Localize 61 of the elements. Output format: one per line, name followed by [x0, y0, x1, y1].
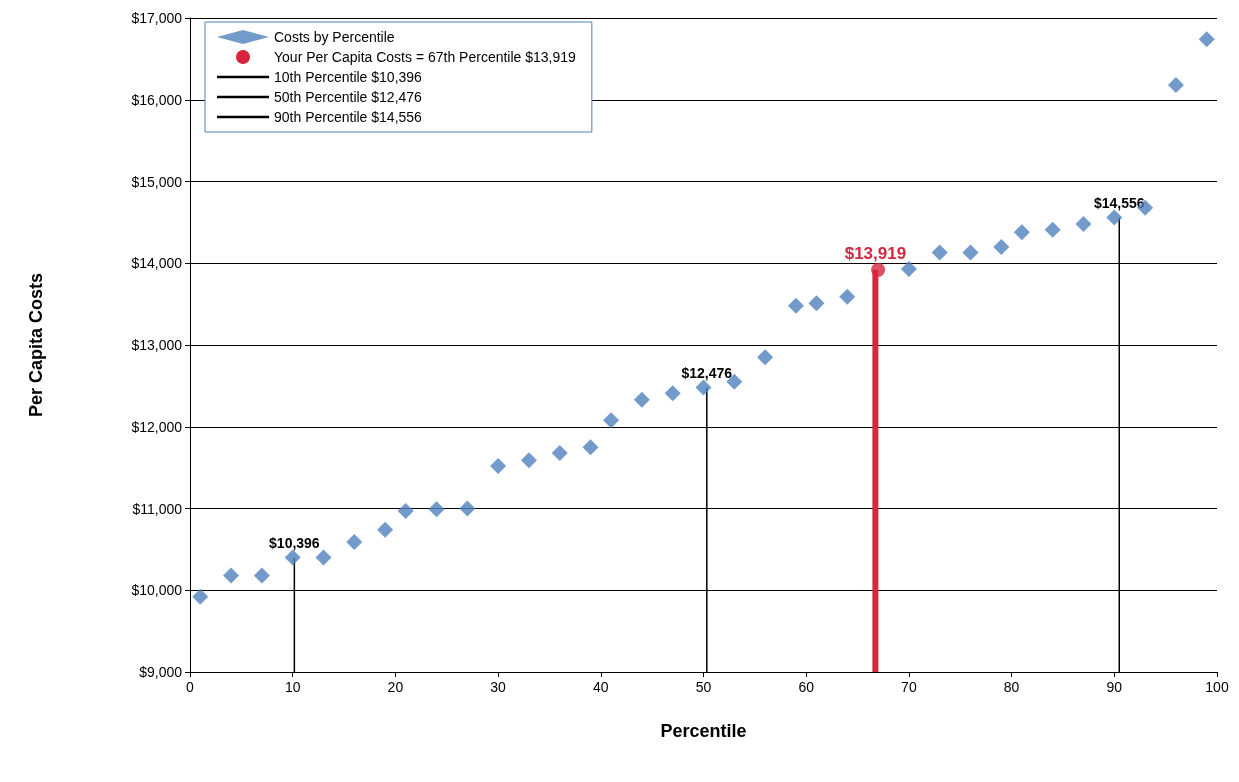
point	[1198, 31, 1215, 48]
point	[931, 244, 948, 261]
y-tick-label: $14,000	[131, 255, 183, 272]
x-tick-label: 20	[387, 679, 404, 695]
point	[520, 452, 537, 469]
y-tick-label: $17,000	[131, 10, 183, 26]
point	[1167, 77, 1184, 94]
y-tick-label: $10,000	[131, 582, 183, 599]
point	[633, 391, 650, 408]
data-label: $14,556	[1093, 194, 1145, 211]
x-tick-label: 90	[1106, 679, 1123, 695]
point	[223, 567, 240, 584]
point	[377, 521, 394, 538]
x-tick-label: 100	[1205, 679, 1229, 695]
legend-label: 50th Percentile $12,476	[274, 89, 423, 105]
y-tick-label: $13,000	[131, 337, 183, 353]
point	[582, 439, 599, 456]
point	[664, 385, 681, 402]
point	[993, 238, 1010, 255]
point	[900, 260, 917, 277]
x-tick-label: 0	[186, 679, 195, 695]
legend-label: 90th Percentile $14,556	[274, 109, 423, 125]
point	[839, 288, 856, 305]
point	[253, 567, 270, 584]
y-tick-label: $9,000	[139, 664, 183, 680]
point	[1044, 221, 1061, 238]
x-axis-title: Percentile	[660, 721, 747, 741]
y-axis-title: Per Capita Costs	[26, 272, 46, 418]
point	[871, 262, 886, 277]
point	[315, 549, 332, 566]
y-tick-label: $12,000	[131, 418, 183, 435]
x-tick-label: 30	[490, 679, 507, 695]
x-tick-label: 60	[798, 679, 815, 695]
data-label: $10,396	[269, 534, 320, 551]
x-tick-label: 80	[1003, 679, 1020, 695]
x-tick-label: 50	[695, 679, 712, 695]
data-label: $12,476	[681, 364, 733, 381]
legend-label: 10th Percentile $10,396	[274, 69, 423, 85]
point	[962, 244, 979, 261]
x-tick-label: 40	[593, 679, 609, 695]
y-tick-label: $15,000	[131, 173, 183, 190]
data-label: $13,919	[844, 243, 907, 263]
point	[1075, 216, 1092, 233]
legend-label: Your Per Capita Costs = 67th Percentile $13,919	[274, 49, 577, 65]
y-tick-label: $11,000	[132, 500, 183, 517]
point	[490, 457, 507, 474]
point	[1013, 224, 1030, 241]
point	[192, 588, 209, 605]
point	[346, 534, 363, 551]
point	[808, 295, 825, 312]
legend-label: Costs by Percentile	[274, 29, 395, 45]
x-tick-label: 70	[901, 679, 917, 695]
point	[787, 297, 804, 314]
y-tick-label: $16,000	[131, 91, 183, 108]
x-tick-label: 10	[284, 679, 301, 695]
point	[459, 500, 476, 517]
point	[757, 349, 774, 366]
point	[397, 502, 414, 519]
point	[551, 444, 568, 461]
point	[428, 501, 445, 518]
point	[603, 412, 620, 429]
